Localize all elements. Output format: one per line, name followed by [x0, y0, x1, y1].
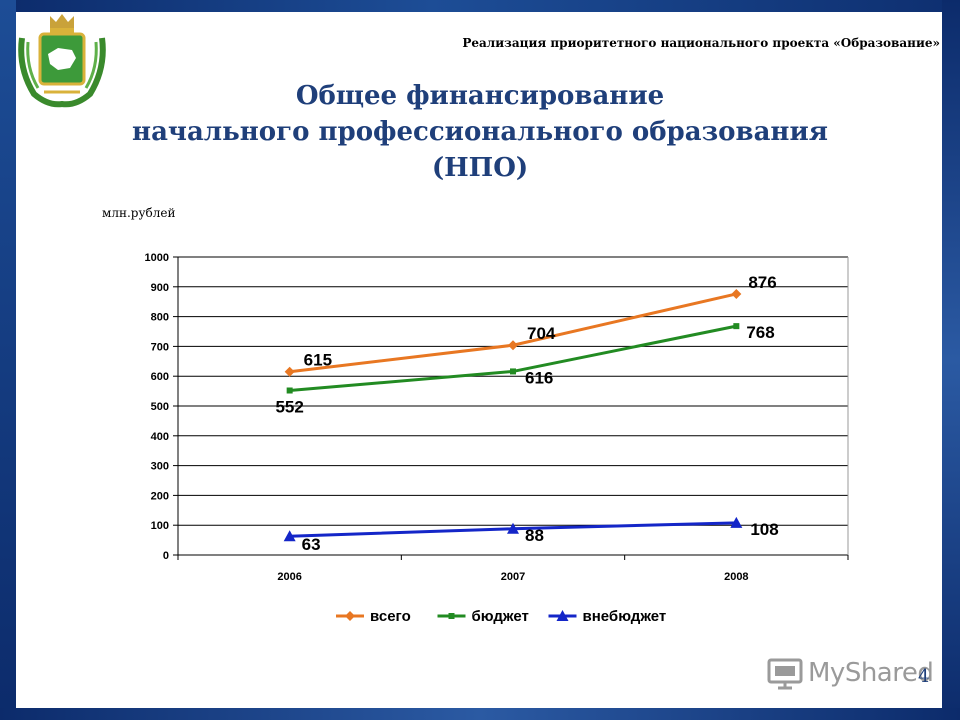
y-tick-label: 100 [151, 520, 169, 532]
legend-label: бюджет [472, 608, 529, 625]
x-tick-label: 2007 [501, 571, 525, 583]
y-tick-label: 400 [151, 431, 169, 443]
y-tick-label: 800 [151, 312, 169, 324]
data-point [730, 516, 743, 528]
data-label: 88 [525, 526, 544, 545]
data-label: 615 [304, 351, 332, 370]
header-note: Реализация приоритетного национального п… [462, 36, 940, 50]
presentation-icon [767, 658, 803, 690]
coat-of-arms-emblem [18, 14, 106, 108]
data-point [283, 530, 296, 542]
data-label: 876 [748, 273, 776, 292]
data-point [556, 610, 569, 621]
data-point [731, 288, 742, 299]
y-tick-label: 700 [151, 341, 169, 353]
frame-left [0, 0, 16, 720]
unit-label: млн.рублей [102, 206, 176, 220]
data-point [284, 366, 295, 377]
legend-label: всего [370, 608, 411, 625]
data-label: 704 [527, 324, 556, 343]
title-line-1: Общее финансирование [295, 81, 665, 111]
legend-label: внебюджет [583, 608, 667, 625]
data-point [448, 613, 455, 619]
y-tick-label: 500 [151, 401, 169, 413]
y-tick-label: 200 [151, 490, 169, 502]
x-tick-label: 2006 [277, 571, 301, 583]
title-line-2: начального профессионального образования [132, 117, 828, 147]
data-point [510, 368, 516, 375]
data-label: 63 [302, 535, 321, 554]
data-point [508, 340, 518, 351]
x-tick-label: 2008 [724, 571, 748, 583]
frame-right [942, 0, 960, 720]
data-label: 768 [746, 323, 774, 342]
data-label: 616 [525, 368, 553, 387]
data-label: 552 [275, 398, 303, 417]
data-point [286, 387, 293, 394]
page-number: 4 [918, 666, 930, 687]
y-tick-label: 0 [163, 550, 169, 562]
frame-bottom [0, 708, 960, 720]
data-label: 108 [750, 520, 778, 539]
title-line-3: (НПО) [431, 153, 529, 183]
y-tick-label: 600 [151, 371, 169, 383]
logo-text: MyShared [808, 658, 934, 688]
frame-top [0, 0, 960, 12]
chart-area: 0 100 200 300 400 500 600 700 800 900 1000 2006 2007… [110, 232, 870, 642]
y-tick-label: 300 [151, 461, 169, 473]
data-point [733, 323, 740, 330]
line-chart: 0 100 200 300 400 500 600 700 800 900 1000 2006 2007… [145, 252, 849, 625]
y-tick-label: 900 [151, 282, 169, 294]
data-point [345, 611, 355, 621]
y-tick-label: 1000 [145, 252, 169, 264]
myshared-logo: MyShared [766, 656, 934, 692]
data-point [507, 522, 519, 534]
page-title: Общее финансирование начального професси… [120, 78, 840, 186]
